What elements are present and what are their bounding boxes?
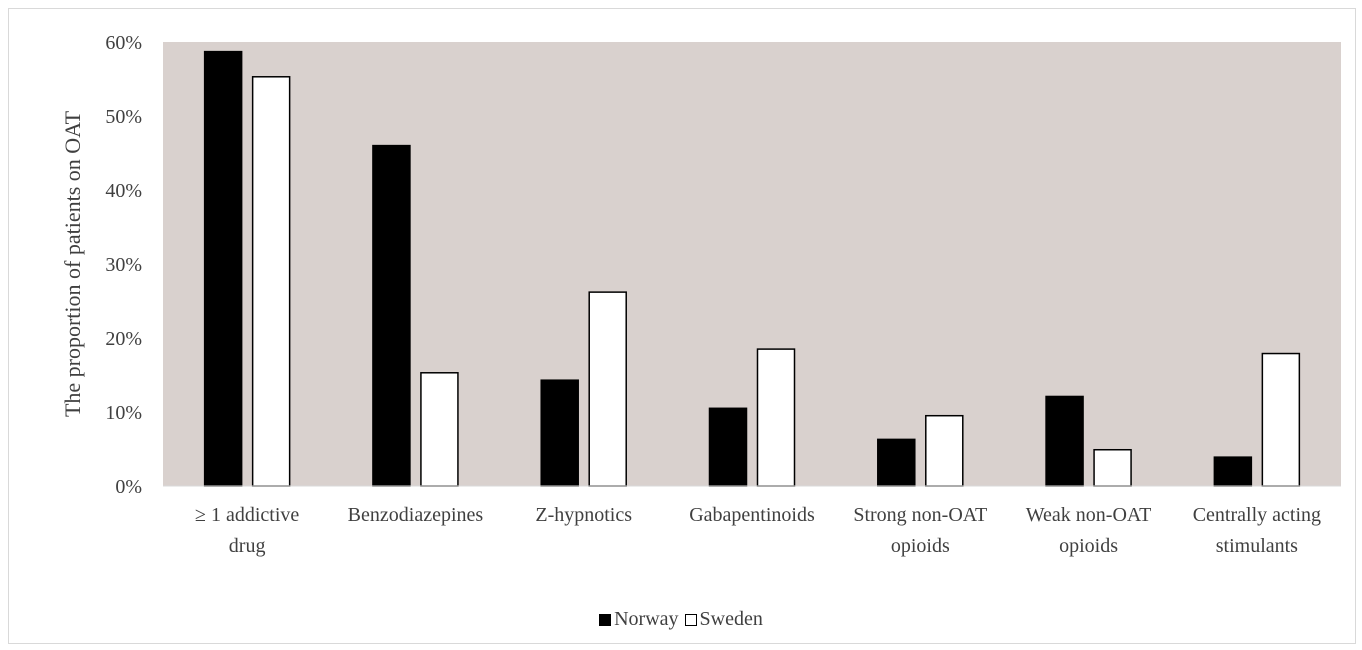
y-axis-title: The proportion of patients on OAT [60, 110, 85, 417]
bar-norway [1213, 456, 1253, 487]
x-tick-label: Strong non-OAT opioids [853, 504, 987, 557]
bar-sweden [1261, 352, 1301, 487]
y-tick-label: 10% [105, 402, 142, 424]
bar-norway [540, 379, 579, 487]
bars [203, 50, 1301, 487]
x-tick-label: Weak non-OAT opioids [1026, 504, 1152, 557]
x-tick-label: Benzodiazepines [348, 504, 484, 526]
bar-sweden [588, 291, 627, 487]
y-axis-title-group: The proportion of patients on OAT [60, 110, 85, 417]
x-tick-label: Centrally acting stimulants [1193, 504, 1321, 557]
y-tick-label: 30% [105, 254, 142, 276]
legend-label-sweden: Sweden [699, 608, 763, 630]
bar-norway [877, 438, 916, 487]
bar-sweden [925, 414, 964, 487]
y-tick-label: 0% [115, 476, 142, 498]
y-tick-label: 20% [105, 328, 142, 350]
legend: Norway Sweden [0, 608, 1362, 631]
y-tick-label: 50% [105, 106, 142, 128]
plot-area [163, 42, 1341, 486]
x-tick-label: Gabapentinoids [689, 504, 815, 526]
bar-sweden [420, 372, 459, 487]
bar-norway [372, 144, 411, 487]
legend-item-norway: Norway [599, 608, 679, 631]
bar-sweden [1093, 448, 1132, 487]
x-tick-label: Z-hypnotics [535, 504, 632, 526]
legend-label-norway: Norway [614, 608, 679, 630]
x-tick-labels: ≥ 1 addictive drug Benzodiazepines Z-hypnot… [195, 504, 1321, 557]
bar-sweden [251, 76, 291, 487]
y-tick-label: 60% [105, 32, 142, 54]
x-tick-label: ≥ 1 addictive drug [195, 504, 299, 557]
y-ticks: 0% 10% 20% 30% 40% 50% 60% [105, 32, 142, 498]
legend-swatch-sweden [684, 613, 697, 626]
legend-swatch-norway [599, 613, 612, 626]
bar-sweden [756, 348, 796, 487]
y-tick-label: 40% [105, 180, 142, 202]
bar-norway [1045, 395, 1084, 487]
bar-norway [708, 407, 748, 487]
bar-norway [203, 50, 243, 487]
legend-item-sweden: Sweden [684, 608, 763, 631]
